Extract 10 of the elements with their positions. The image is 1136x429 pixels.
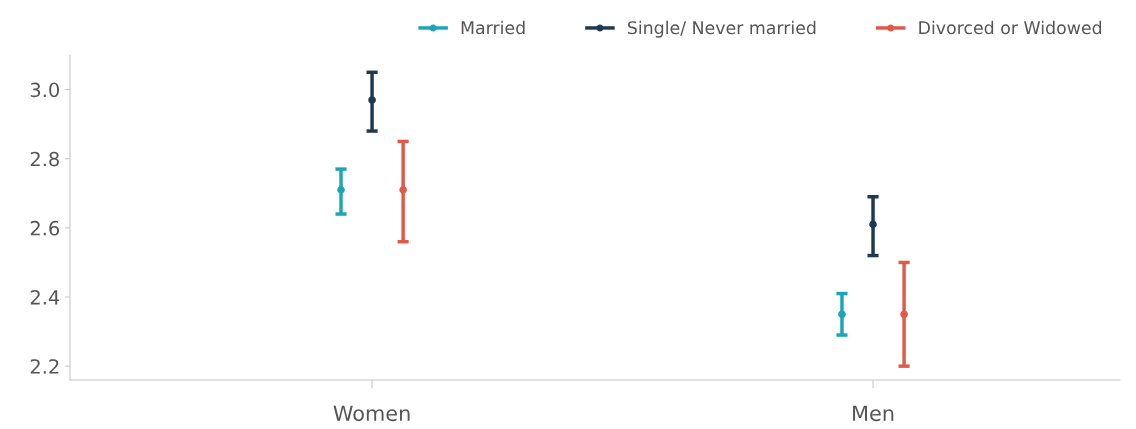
y-tick-label: 3.0 — [30, 82, 59, 98]
y-tick-label: 2.2 — [30, 359, 59, 374]
y-tick-label: 2.4 — [30, 289, 60, 305]
legend-label: Divorced or Widowed — [919, 20, 1102, 35]
x-tick-label: Men — [853, 405, 894, 422]
y-tick-label: 2.8 — [30, 151, 59, 167]
x-tick-label: Women — [333, 405, 410, 422]
legend-label: Single/ Never married — [627, 20, 816, 38]
y-tick-label: 2.6 — [30, 220, 60, 236]
legend-label: Married — [461, 20, 525, 35]
